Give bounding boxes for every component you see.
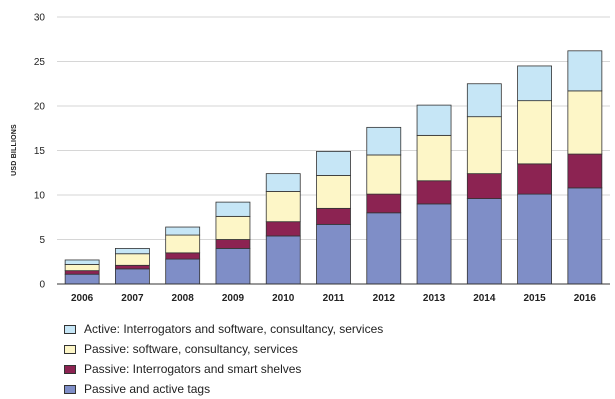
- bar-segment-2006-0: [64, 273, 100, 285]
- bar-segment-2010-2: [265, 191, 301, 223]
- x-tick-label: 2015: [523, 293, 546, 304]
- x-tick-label: 2009: [222, 293, 245, 304]
- bar-segment-2009-2: [215, 215, 251, 240]
- y-axis-label: USD BILLIONS: [11, 124, 18, 176]
- legend-swatch-passive-interrogators: [64, 364, 76, 374]
- bar-segment-2013-0: [416, 203, 452, 285]
- x-tick-label: 2008: [172, 293, 195, 304]
- bar-segment-2007-3: [115, 247, 150, 255]
- bar-segment-2012-2: [366, 154, 402, 195]
- bar-segment-2016-0: [567, 187, 603, 285]
- bar-segment-2006-2: [64, 264, 100, 272]
- bar-segment-2016-1: [567, 153, 603, 189]
- bar-segment-2014-1: [466, 173, 502, 199]
- bar-segment-2010-0: [265, 235, 301, 285]
- bar-segment-2011-2: [316, 175, 351, 209]
- bar-segment-2013-2: [416, 134, 452, 182]
- bar-segment-2012-1: [366, 193, 402, 214]
- bar-segment-2007-0: [115, 268, 150, 285]
- y-tick-label: 10: [34, 191, 46, 202]
- bar-segment-2012-3: [366, 126, 402, 156]
- bar-segment-2006-3: [64, 259, 100, 265]
- y-tick-label: 25: [34, 57, 46, 68]
- bar-segment-2014-3: [466, 83, 502, 118]
- bar-segment-2009-3: [215, 201, 251, 217]
- bar-segment-2015-2: [517, 100, 552, 165]
- legend-label-passive-software: Passive: software, consultancy, services: [84, 342, 298, 356]
- legend: Active: Interrogators and software, cons…: [64, 319, 383, 399]
- y-tick-label: 20: [34, 102, 46, 113]
- x-tick-label: 2013: [423, 293, 446, 304]
- legend-swatch-active: [64, 324, 76, 334]
- bar-segment-2009-1: [215, 239, 251, 249]
- legend-item-passive-software: Passive: software, consultancy, services: [64, 339, 383, 359]
- bar-segment-2008-1: [165, 252, 201, 260]
- bar-segment-2013-1: [416, 180, 452, 205]
- bar-segment-2007-1: [115, 264, 150, 270]
- bar-segment-2015-0: [517, 193, 552, 285]
- bar-segment-2007-2: [115, 253, 150, 266]
- bar-segment-2009-0: [215, 247, 251, 285]
- x-tick-label: 2011: [323, 293, 345, 304]
- legend-label-passive-interrogators: Passive: Interrogators and smart shelves: [84, 362, 302, 376]
- bar-segment-2011-3: [316, 150, 351, 176]
- bar-segment-2015-1: [517, 163, 552, 195]
- x-tick-label: 2014: [473, 293, 496, 304]
- bar-segment-2012-0: [366, 212, 402, 285]
- y-tick-label: 5: [39, 235, 45, 246]
- legend-item-tags: Passive and active tags: [64, 379, 383, 399]
- legend-label-active: Active: Interrogators and software, cons…: [84, 322, 384, 336]
- bar-segment-2014-0: [466, 198, 502, 285]
- bar-segment-2008-3: [165, 226, 201, 236]
- legend-swatch-tags: [64, 384, 76, 394]
- bar-segment-2011-0: [316, 223, 351, 285]
- bar-segment-2015-3: [517, 65, 552, 102]
- y-tick-label: 15: [34, 146, 46, 157]
- legend-item-passive-interrogators: Passive: Interrogators and smart shelves: [64, 359, 383, 379]
- bar-segment-2010-1: [265, 221, 301, 237]
- x-tick-label: 2012: [373, 293, 396, 304]
- x-tick-label: 2010: [272, 293, 295, 304]
- bar-segment-2006-1: [64, 270, 100, 275]
- bar-segment-2013-3: [416, 104, 452, 136]
- legend-label-tags: Passive and active tags: [84, 382, 211, 396]
- x-tick-label: 2007: [121, 293, 144, 304]
- bar-segment-2010-3: [265, 173, 301, 192]
- x-tick-label: 2006: [71, 293, 94, 304]
- bar-segment-2008-2: [165, 234, 201, 254]
- bar-segment-2008-0: [165, 258, 201, 285]
- legend-item-active: Active: Interrogators and software, cons…: [64, 319, 383, 339]
- x-tick-label: 2016: [574, 293, 597, 304]
- bars: [64, 50, 603, 285]
- bar-segment-2014-2: [466, 116, 502, 175]
- legend-swatch-passive-software: [64, 344, 76, 354]
- y-axis-ticks: 0 5 10 15 20 25 30: [34, 13, 46, 291]
- x-axis-ticks: 2006 2007 2008 2009 2010 2011 2012 2013 2014 2015…: [71, 293, 596, 304]
- y-tick-label: 30: [34, 13, 46, 24]
- bar-segment-2016-3: [567, 50, 603, 92]
- bar-segment-2016-2: [567, 90, 603, 155]
- y-tick-label: 0: [39, 280, 45, 291]
- bar-segment-2011-1: [316, 207, 351, 225]
